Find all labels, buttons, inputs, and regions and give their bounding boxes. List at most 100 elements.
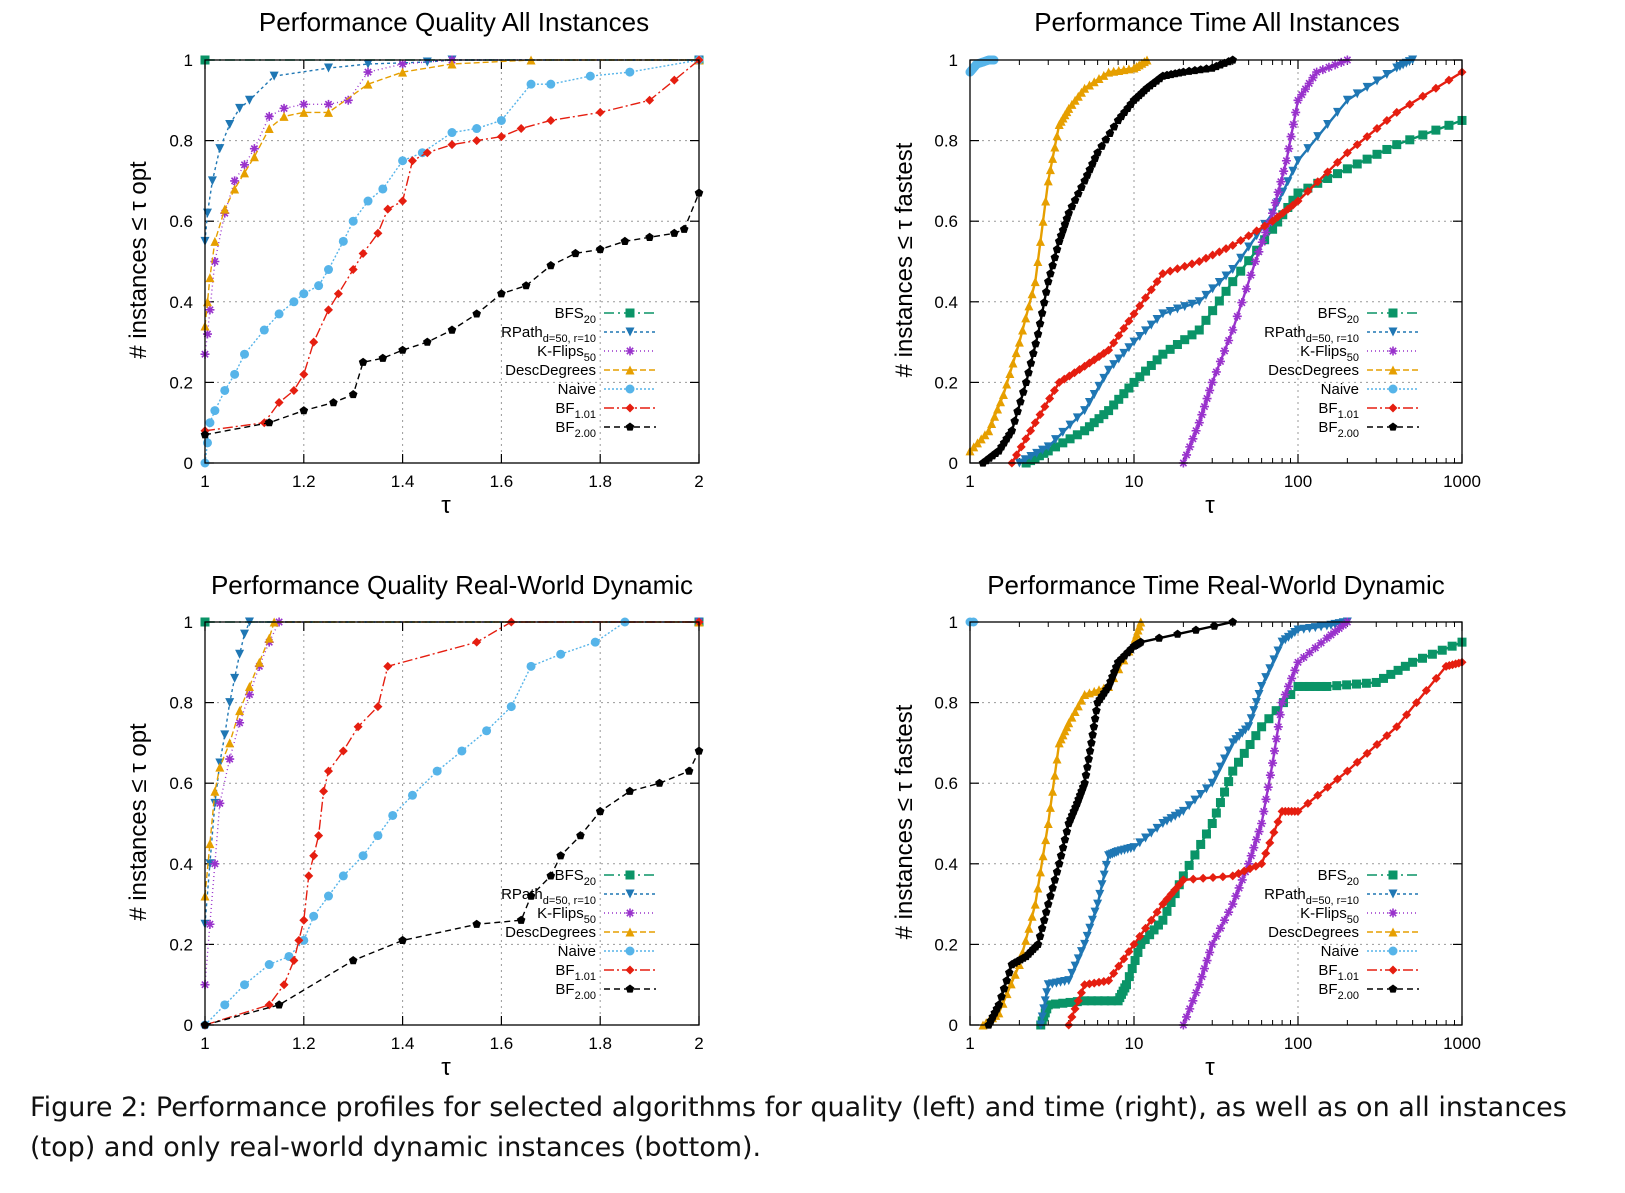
data-point (1362, 82, 1372, 92)
data-point (1392, 140, 1402, 150)
data-point (1372, 76, 1382, 86)
data-point (1187, 259, 1197, 269)
legend-marker (625, 384, 635, 394)
data-point (1293, 625, 1303, 635)
data-point (230, 176, 240, 186)
data-point (423, 337, 432, 346)
legend-marker (625, 870, 635, 880)
data-point (1190, 795, 1200, 805)
data-point (274, 309, 284, 319)
data-point (1323, 167, 1333, 177)
data-point (1310, 643, 1320, 653)
data-point (1012, 450, 1022, 460)
data-point (1056, 851, 1066, 860)
data-point (1182, 450, 1192, 460)
data-point (1030, 418, 1040, 428)
series-line (204, 621, 699, 897)
data-point (299, 107, 309, 117)
legend-subscript: 50 (584, 352, 596, 364)
legend-label: K-Flips50 (537, 343, 596, 364)
series-kflips (1178, 55, 1352, 468)
data-point (625, 67, 635, 77)
data-point (1342, 148, 1352, 158)
data-point (1058, 427, 1068, 437)
data-point (1058, 438, 1068, 448)
y-tick-label: 0.8 (169, 694, 193, 713)
data-point (1124, 947, 1134, 957)
data-point (1239, 748, 1249, 758)
data-point (1411, 698, 1421, 708)
legend-item-desc: DescDegrees (1268, 362, 1419, 379)
data-point (1257, 681, 1267, 691)
legend-name: BFS (1318, 305, 1347, 322)
data-point (1067, 968, 1077, 978)
y-tick-label: 0.8 (934, 132, 958, 151)
legend-name: DescDegrees (1268, 924, 1359, 941)
data-point (205, 305, 215, 315)
x-axis-label: τ (1205, 492, 1215, 519)
data-point (1257, 819, 1267, 828)
data-point (645, 95, 655, 105)
legend-label: Naive (558, 381, 596, 398)
data-point (225, 119, 235, 129)
data-point (1141, 293, 1151, 303)
data-point (1178, 875, 1188, 885)
data-point (1135, 331, 1145, 341)
data-point (1228, 766, 1238, 776)
data-point (1322, 633, 1332, 643)
data-point (1021, 313, 1031, 323)
data-point (1072, 413, 1082, 423)
data-point (1257, 237, 1267, 247)
series-rpath (200, 617, 704, 929)
data-point (1124, 383, 1134, 393)
y-tick-label: 0 (184, 1016, 193, 1035)
data-point (264, 124, 274, 134)
data-point (1088, 730, 1097, 739)
data-point (472, 136, 482, 146)
data-point (338, 871, 348, 881)
data-point (398, 345, 407, 354)
data-point (398, 67, 408, 77)
data-point (1352, 140, 1362, 150)
data-point (289, 385, 299, 395)
data-point (363, 67, 373, 77)
data-point (1336, 57, 1346, 67)
data-point (363, 79, 373, 89)
data-point (1437, 645, 1447, 655)
legend-label: BF2.00 (1318, 419, 1359, 440)
data-point (1254, 247, 1264, 257)
data-point (1094, 381, 1104, 391)
data-point (1099, 410, 1109, 420)
data-point (1070, 1004, 1080, 1014)
legend-label: Naive (1321, 943, 1359, 960)
data-point (1149, 925, 1159, 935)
data-point (353, 722, 363, 732)
data-point (1085, 746, 1095, 755)
data-point (1039, 1004, 1049, 1014)
data-point (202, 208, 212, 218)
data-point (1392, 722, 1402, 732)
data-point (1052, 867, 1062, 876)
legend-item-bfs: BFS20 (1318, 867, 1419, 888)
legend-item-desc: DescDegrees (1268, 924, 1419, 941)
x-tick-label: 1 (200, 1034, 209, 1053)
x-tick-label: 2 (694, 1034, 703, 1053)
series-line (204, 750, 700, 1026)
data-point (1089, 722, 1099, 731)
data-point (225, 754, 235, 764)
data-point (1236, 253, 1246, 263)
data-point (1303, 798, 1313, 808)
y-tick-label: 0.6 (169, 212, 193, 231)
legend-item-kflips: K-Flips50 (1300, 905, 1419, 926)
data-point (1224, 746, 1234, 756)
legend-marker (1388, 984, 1398, 993)
series-line (204, 621, 699, 985)
data-point (1109, 400, 1119, 410)
data-point (1048, 786, 1058, 796)
data-point (1313, 177, 1323, 187)
data-point (324, 766, 333, 776)
data-point (987, 419, 997, 429)
data-point (1197, 972, 1207, 982)
y-tick-label: 0 (184, 454, 193, 473)
data-point (210, 859, 220, 869)
